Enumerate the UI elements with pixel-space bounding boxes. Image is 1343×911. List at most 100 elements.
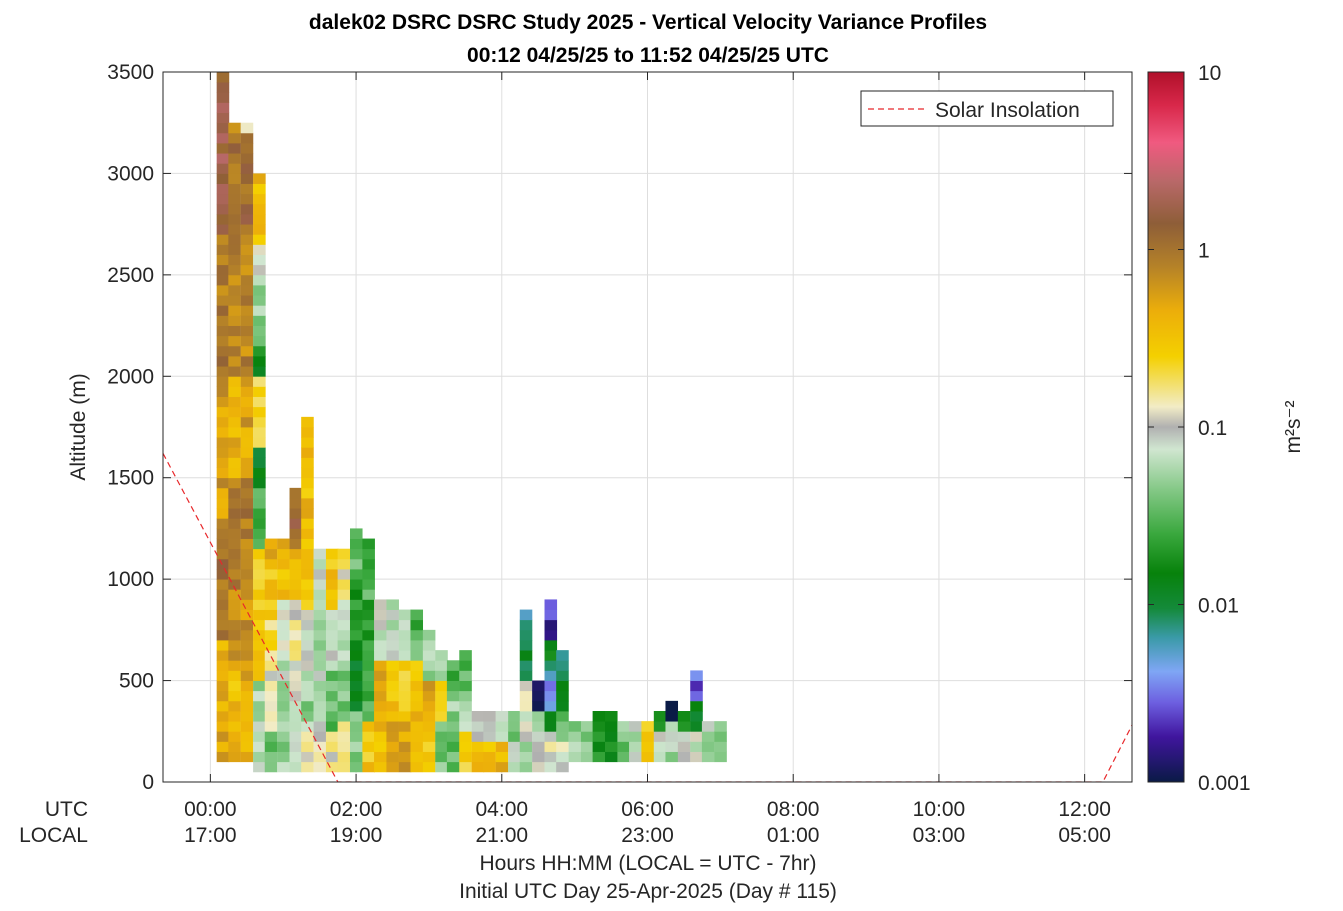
heatmap-cell <box>264 761 278 773</box>
heatmap-cell <box>337 619 351 631</box>
heatmap-cell <box>410 629 424 641</box>
heatmap-cell <box>301 711 314 722</box>
heatmap-cell <box>216 153 230 164</box>
heatmap-cell <box>556 741 569 752</box>
heatmap-cell <box>629 741 642 752</box>
heatmap-cell <box>325 721 339 732</box>
heatmap-cell <box>337 670 351 681</box>
heatmap-cell <box>519 751 533 763</box>
heatmap-cell <box>253 538 266 550</box>
heatmap-cell <box>349 589 363 600</box>
heatmap-cell <box>216 447 230 458</box>
x-tick-label-local: 03:00 <box>913 824 966 847</box>
heatmap-cell <box>240 487 254 499</box>
heatmap-cell <box>301 437 314 448</box>
heatmap-cell <box>325 609 339 621</box>
heatmap-cell <box>556 761 569 773</box>
heatmap-cell <box>253 589 266 600</box>
heatmap-cell <box>301 487 314 499</box>
heatmap-cell <box>398 629 412 641</box>
heatmap-cell <box>289 690 303 702</box>
heatmap-cell <box>228 498 241 509</box>
heatmap-cell <box>277 711 290 722</box>
heatmap-cell <box>483 761 496 773</box>
heatmap-cell <box>253 528 266 539</box>
heatmap-cell <box>228 224 241 235</box>
heatmap-cell <box>446 741 460 752</box>
heatmap-cell <box>701 751 715 763</box>
heatmap-cell <box>264 640 278 651</box>
heatmap-cell <box>277 589 290 600</box>
heatmap-cell <box>253 467 266 479</box>
legend-label: Solar Insolation <box>935 99 1080 122</box>
heatmap-cell <box>240 264 254 276</box>
heatmap-cell <box>216 112 230 124</box>
heatmap-cell <box>653 741 667 752</box>
heatmap-cell <box>398 650 412 661</box>
heatmap-cell <box>325 690 339 702</box>
heatmap-cell <box>228 366 241 377</box>
heatmap-cell <box>325 731 339 742</box>
heatmap-cell <box>240 173 254 184</box>
heatmap-cell <box>592 711 606 722</box>
heatmap-cell <box>216 406 230 418</box>
heatmap-cell <box>253 700 266 712</box>
heatmap-cell <box>519 761 533 773</box>
heatmap-cell <box>568 731 582 742</box>
heatmap-cell <box>216 173 230 184</box>
heatmap-cell <box>277 721 290 732</box>
heatmap-cell <box>568 721 582 732</box>
heatmap-cell <box>508 761 521 773</box>
heatmap-cell <box>398 660 412 671</box>
heatmap-cell <box>374 690 387 702</box>
heatmap-cell <box>253 356 266 367</box>
heatmap-cell <box>216 325 230 337</box>
heatmap-cell <box>240 427 254 438</box>
heatmap-cell <box>264 558 278 570</box>
heatmap-cell <box>337 731 351 742</box>
heatmap-cell <box>483 751 496 763</box>
heatmap-cell <box>216 82 230 93</box>
heatmap-cell <box>289 741 303 752</box>
heatmap-cell <box>216 629 230 641</box>
heatmap-cell <box>374 700 387 712</box>
heatmap-cell <box>240 416 254 428</box>
heatmap-cell <box>325 640 339 651</box>
y-axis-label: Altitude (m) <box>67 373 90 480</box>
heatmap-cell <box>410 680 424 692</box>
heatmap-cell <box>313 741 327 752</box>
heatmap-cell <box>617 741 630 752</box>
heatmap-cell <box>604 741 618 752</box>
heatmap-cell <box>313 569 327 580</box>
heatmap-cell <box>701 731 715 742</box>
heatmap-cell <box>253 416 266 428</box>
heatmap-cell <box>386 700 399 712</box>
heatmap-cell <box>277 609 290 621</box>
heatmap-cell <box>253 508 266 519</box>
heatmap-cell <box>228 650 241 661</box>
heatmap-cell <box>216 721 230 732</box>
heatmap-cell <box>410 690 424 702</box>
heatmap-cell <box>374 599 387 610</box>
heatmap-cell <box>216 193 230 205</box>
heatmap-cell <box>459 741 472 752</box>
heatmap-cell <box>325 579 339 590</box>
heatmap-cell <box>374 650 387 661</box>
heatmap-cell <box>264 619 278 631</box>
heatmap-cell <box>253 376 266 387</box>
heatmap-cell <box>301 498 314 509</box>
heatmap-cell <box>228 396 241 408</box>
heatmap-cell <box>216 619 230 631</box>
heatmap-cell <box>301 741 314 752</box>
heatmap-cell <box>386 629 399 641</box>
heatmap-cell <box>301 457 314 468</box>
heatmap-cell <box>398 711 412 722</box>
heatmap-cell <box>362 629 375 641</box>
heatmap-cell <box>519 700 533 712</box>
heatmap-cell <box>264 690 278 702</box>
heatmap-cell <box>240 143 254 154</box>
x-axis-label-line1: Hours HH:MM (LOCAL = UTC - 7hr) <box>479 852 816 875</box>
heatmap-cell <box>240 153 254 164</box>
heatmap-cell <box>289 711 303 722</box>
heatmap-cell <box>325 569 339 580</box>
